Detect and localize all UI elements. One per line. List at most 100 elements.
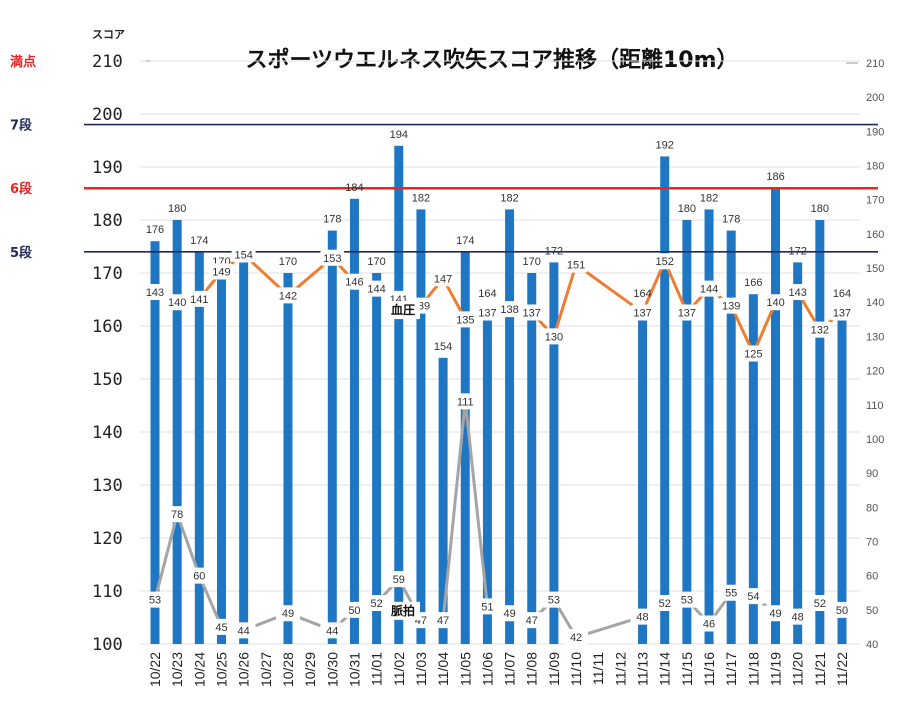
point-value-label: 49: [769, 608, 781, 620]
score-bars: [150, 145, 847, 645]
score-bar: [837, 304, 847, 644]
point-label-bg: [453, 393, 478, 410]
point-label-bg: [830, 304, 854, 321]
y2-tick-label: 50: [866, 605, 878, 617]
point-value-label: 137: [523, 307, 541, 319]
data-labels: 176 180 174 170 172 170 178 184 170 194 182 154 174 1…: [143, 129, 854, 646]
y2-tick-label: 140: [866, 297, 884, 309]
x-tick-label: 11/11: [590, 652, 606, 685]
point-value-label: 147: [434, 273, 452, 285]
point-label-bg: [475, 598, 500, 615]
point-label-bg: [719, 584, 744, 601]
score-bar: [283, 273, 293, 644]
score-bar: [726, 230, 736, 644]
score-bar: [372, 273, 382, 644]
point-label-bg: [785, 608, 810, 625]
point-label-bg: [830, 601, 854, 618]
point-label-bg: [785, 283, 810, 300]
score-bar: [150, 241, 160, 644]
x-tick-label: 11/08: [524, 652, 540, 686]
y-tick-label: 200: [92, 105, 123, 125]
point-label-bg: [564, 629, 589, 646]
y2-tick-label: 70: [866, 536, 878, 548]
score-bar: [416, 209, 426, 644]
y-tick-label: 110: [92, 582, 123, 602]
score-bar: [349, 198, 359, 645]
point-label-bg: [519, 612, 544, 629]
point-label-bg: [497, 605, 522, 622]
point-value-label: 44: [326, 625, 338, 637]
score-bar: [660, 156, 670, 644]
point-label-bg: [630, 304, 655, 321]
point-label-bg: [497, 301, 522, 318]
point-label-bg: [320, 622, 345, 639]
point-label-bg: [475, 304, 500, 321]
point-value-label: 52: [659, 598, 671, 610]
x-tick-label: 10/31: [346, 652, 362, 687]
point-label-bg: [143, 283, 167, 300]
point-value-label: 53: [548, 595, 560, 607]
point-value-label: 54: [747, 591, 759, 603]
y2-tick-label: 130: [866, 331, 884, 343]
point-label-bg: [431, 270, 456, 287]
bar-value-label: 192: [656, 139, 674, 151]
x-tick-label: 11/03: [413, 652, 429, 686]
x-tick-label: 11/19: [768, 652, 784, 686]
bar-value-label: 184: [345, 182, 363, 194]
y2-tick-label: 90: [866, 468, 878, 480]
point-label-bg: [630, 608, 655, 625]
x-tick-label: 10/22: [147, 652, 163, 687]
point-label-bg: [187, 290, 212, 307]
x-tick-label: 11/18: [745, 652, 761, 686]
score-bar: [793, 262, 803, 644]
point-label-bg: [231, 622, 256, 639]
score-bar: [438, 357, 448, 644]
bar-value-label: 174: [190, 235, 208, 247]
y2-tick-label: 180: [866, 161, 884, 173]
y2-tick-label: 110: [866, 400, 884, 412]
bar-value-label: 194: [390, 129, 408, 141]
x-tick-label: 10/29: [302, 652, 318, 687]
point-label-bg: [431, 612, 456, 629]
point-value-label: 52: [370, 598, 382, 610]
score-bar: [216, 273, 226, 644]
series-label-pulse: 脈拍: [391, 603, 415, 618]
score-bar: [771, 188, 781, 644]
point-value-label: 144: [367, 284, 385, 296]
point-value-label: 59: [393, 574, 405, 586]
point-label-bg: [165, 506, 190, 523]
x-tick-label: 10/23: [169, 652, 185, 687]
bar-value-label: 182: [500, 192, 518, 204]
y2-tick-label: 200: [866, 92, 884, 104]
y2-tick-label: 170: [866, 195, 884, 207]
point-value-label: 46: [703, 618, 715, 630]
point-value-label: 143: [788, 287, 806, 299]
series-label-blood-pressure: 血圧: [391, 302, 415, 317]
point-value-label: 144: [700, 284, 718, 296]
score-bar: [748, 294, 758, 644]
point-value-label: 49: [503, 608, 515, 620]
score-bar: [394, 145, 404, 645]
y-tick-label: 180: [92, 211, 123, 231]
point-value-label: 51: [481, 601, 493, 613]
point-label-bg: [342, 273, 367, 290]
point-value-label: 125: [744, 349, 762, 361]
y-axis-label: スコア: [92, 28, 125, 41]
point-label-bg: [674, 591, 699, 608]
x-tick-label: 11/09: [546, 652, 562, 686]
score-bar: [460, 251, 470, 645]
point-label-bg: [741, 345, 766, 362]
point-value-label: 44: [238, 625, 250, 637]
point-value-label: 149: [212, 266, 230, 278]
point-label-bg: [519, 304, 544, 321]
point-value-label: 42: [570, 632, 582, 644]
point-value-label: 53: [149, 595, 161, 607]
point-value-label: 138: [500, 304, 518, 316]
point-value-label: 142: [279, 290, 297, 302]
point-label-bg: [364, 594, 389, 611]
point-value-label: 49: [282, 608, 294, 620]
x-tick-label: 10/24: [191, 652, 207, 687]
x-tick-label: 10/26: [236, 652, 252, 687]
bar-value-label: 166: [744, 277, 762, 289]
